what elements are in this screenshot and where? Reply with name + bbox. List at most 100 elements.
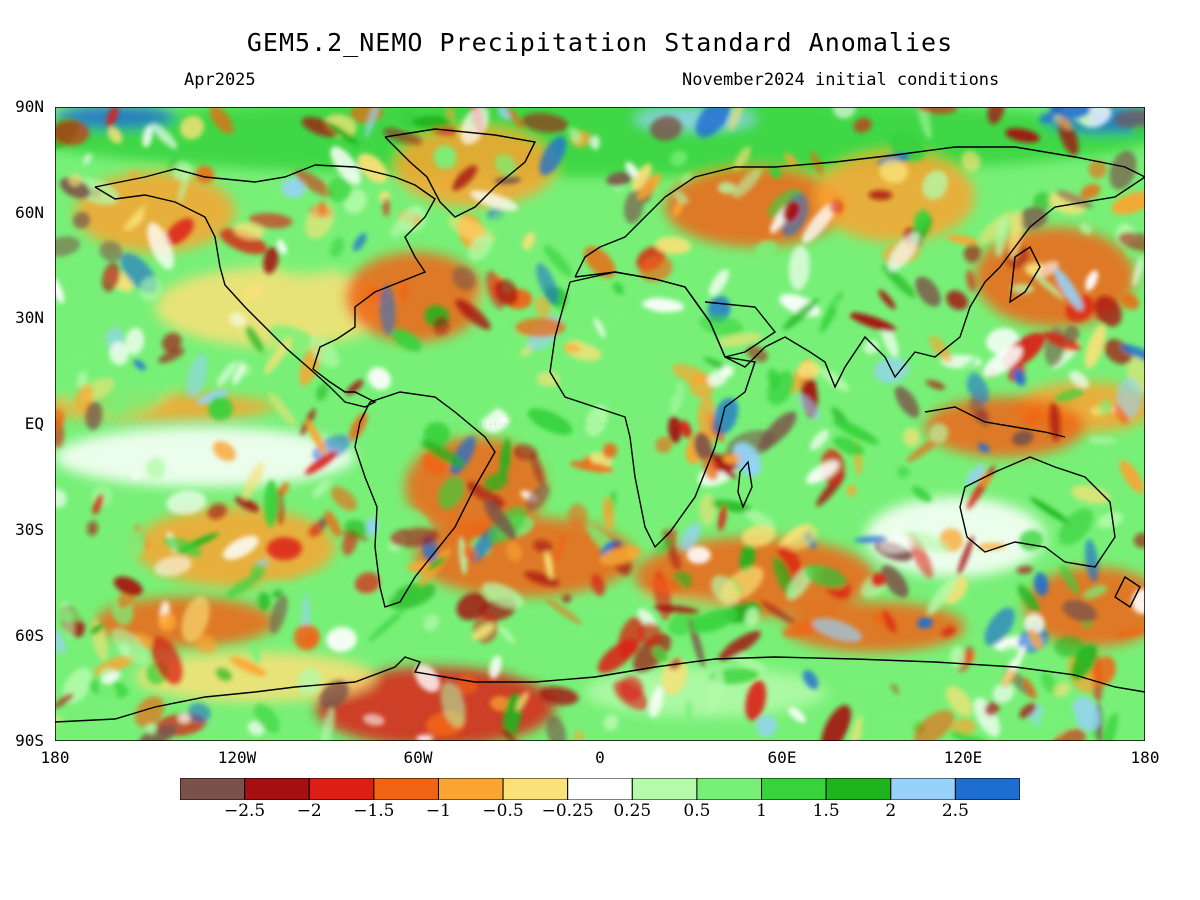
anomaly-patch	[1062, 599, 1098, 622]
anomaly-region	[155, 267, 395, 347]
coast-new-zealand	[1114, 575, 1141, 609]
anomaly-patch	[778, 523, 810, 548]
anomaly-patch	[1118, 232, 1145, 253]
anomaly-patch	[809, 429, 830, 451]
anomaly-patch	[833, 436, 865, 457]
anomaly-patch	[819, 368, 850, 392]
anomaly-patch	[691, 608, 738, 633]
anomaly-patch	[649, 577, 682, 593]
anomaly-field-detail	[55, 107, 1145, 741]
anomaly-patch	[655, 380, 679, 396]
anomaly-patch	[973, 697, 1001, 737]
anomaly-patch	[247, 721, 265, 736]
anomaly-patch	[929, 423, 949, 444]
colorbar-label: 2.5	[941, 801, 969, 821]
anomaly-patch	[1082, 584, 1108, 600]
anomaly-patch	[530, 452, 545, 487]
anomaly-patch	[90, 623, 104, 635]
anomaly-patch	[294, 170, 333, 197]
anomaly-patch	[507, 107, 525, 129]
anomaly-patch	[739, 542, 756, 574]
anomaly-patch	[1054, 388, 1085, 402]
colorbar-label: 0.5	[683, 801, 711, 821]
anomaly-patch	[455, 299, 491, 330]
anomaly-patch	[101, 262, 120, 292]
anomaly-patch	[957, 535, 974, 576]
anomaly-patch	[536, 263, 559, 305]
anomaly-patch	[318, 516, 328, 529]
anomaly-patch	[264, 479, 279, 528]
anomaly-patch	[186, 353, 208, 399]
anomaly-patch	[109, 341, 129, 366]
anomaly-patch	[389, 526, 440, 548]
anomaly-patch	[834, 297, 851, 314]
anomaly-patch	[1080, 183, 1101, 199]
anomaly-patch	[472, 624, 494, 640]
anomaly-patch	[220, 228, 267, 255]
anomaly-patch	[382, 128, 423, 145]
anomaly-patch	[563, 343, 581, 353]
anomaly-patch	[297, 667, 322, 696]
anomaly-patch	[1113, 404, 1129, 424]
colorbar-swatch	[890, 778, 956, 800]
anomaly-patch	[55, 277, 64, 304]
lon-label-180w: 180	[40, 748, 70, 767]
anomaly-patch	[929, 335, 952, 363]
anomaly-patch	[802, 670, 819, 690]
lat-label-90n: 90N	[15, 97, 44, 116]
anomaly-patch	[245, 326, 264, 353]
anomaly-patch	[546, 715, 567, 741]
anomaly-patch	[346, 379, 364, 396]
anomaly-patch	[1113, 109, 1145, 129]
anomaly-patch	[602, 443, 618, 459]
anomaly-patch	[134, 633, 153, 649]
anomaly-patch	[533, 539, 553, 553]
coastlines	[55, 128, 1145, 723]
anomaly-patch	[268, 392, 297, 427]
anomaly-patch	[889, 658, 913, 708]
anomaly-patch	[142, 124, 153, 148]
anomaly-patch	[783, 298, 819, 331]
anomaly-patch	[1071, 485, 1111, 504]
anomaly-patch	[680, 173, 692, 184]
colorbar-swatch	[308, 778, 375, 800]
anomaly-patch	[437, 476, 465, 510]
anomaly-patch	[733, 167, 762, 199]
anomaly-patch	[699, 493, 716, 526]
anomaly-patch	[1019, 703, 1037, 719]
anomaly-patch	[655, 436, 673, 454]
anomaly-patch	[524, 571, 560, 587]
anomaly-patch	[694, 432, 712, 461]
anomaly-patch	[804, 564, 847, 588]
anomaly-patch	[1058, 508, 1094, 546]
anomaly-patch	[585, 404, 609, 437]
coast-north-america	[94, 164, 436, 408]
anomaly-patch	[223, 535, 259, 560]
anomaly-patch	[254, 703, 280, 734]
anomaly-patch	[539, 686, 579, 706]
anomaly-patch	[573, 730, 585, 741]
colorbar-label: −0.5	[482, 801, 524, 821]
anomaly-patch	[590, 135, 600, 150]
anomaly-patch	[920, 666, 945, 682]
anomaly-patch	[1049, 401, 1061, 442]
colorbar-label: 1.5	[812, 801, 840, 821]
anomaly-patch	[302, 630, 319, 648]
coast-australia	[959, 456, 1116, 568]
anomaly-patch	[229, 312, 246, 328]
anomaly-patch	[508, 383, 545, 416]
anomaly-patch	[412, 115, 451, 129]
colorbar-swatch	[502, 778, 569, 800]
anomaly-patch	[432, 316, 450, 335]
anomaly-patch	[709, 499, 753, 513]
anomaly-patch	[1102, 712, 1118, 741]
anomaly-patch	[915, 107, 932, 140]
anomaly-patch	[368, 609, 405, 642]
anomaly-patch	[55, 119, 90, 146]
anomaly-patch	[335, 597, 378, 626]
anomaly-patch	[767, 370, 795, 405]
anomaly-patch	[365, 107, 380, 138]
anomaly-patch	[946, 234, 979, 245]
lon-label-120e: 120E	[943, 748, 983, 767]
anomaly-patch	[462, 545, 477, 561]
